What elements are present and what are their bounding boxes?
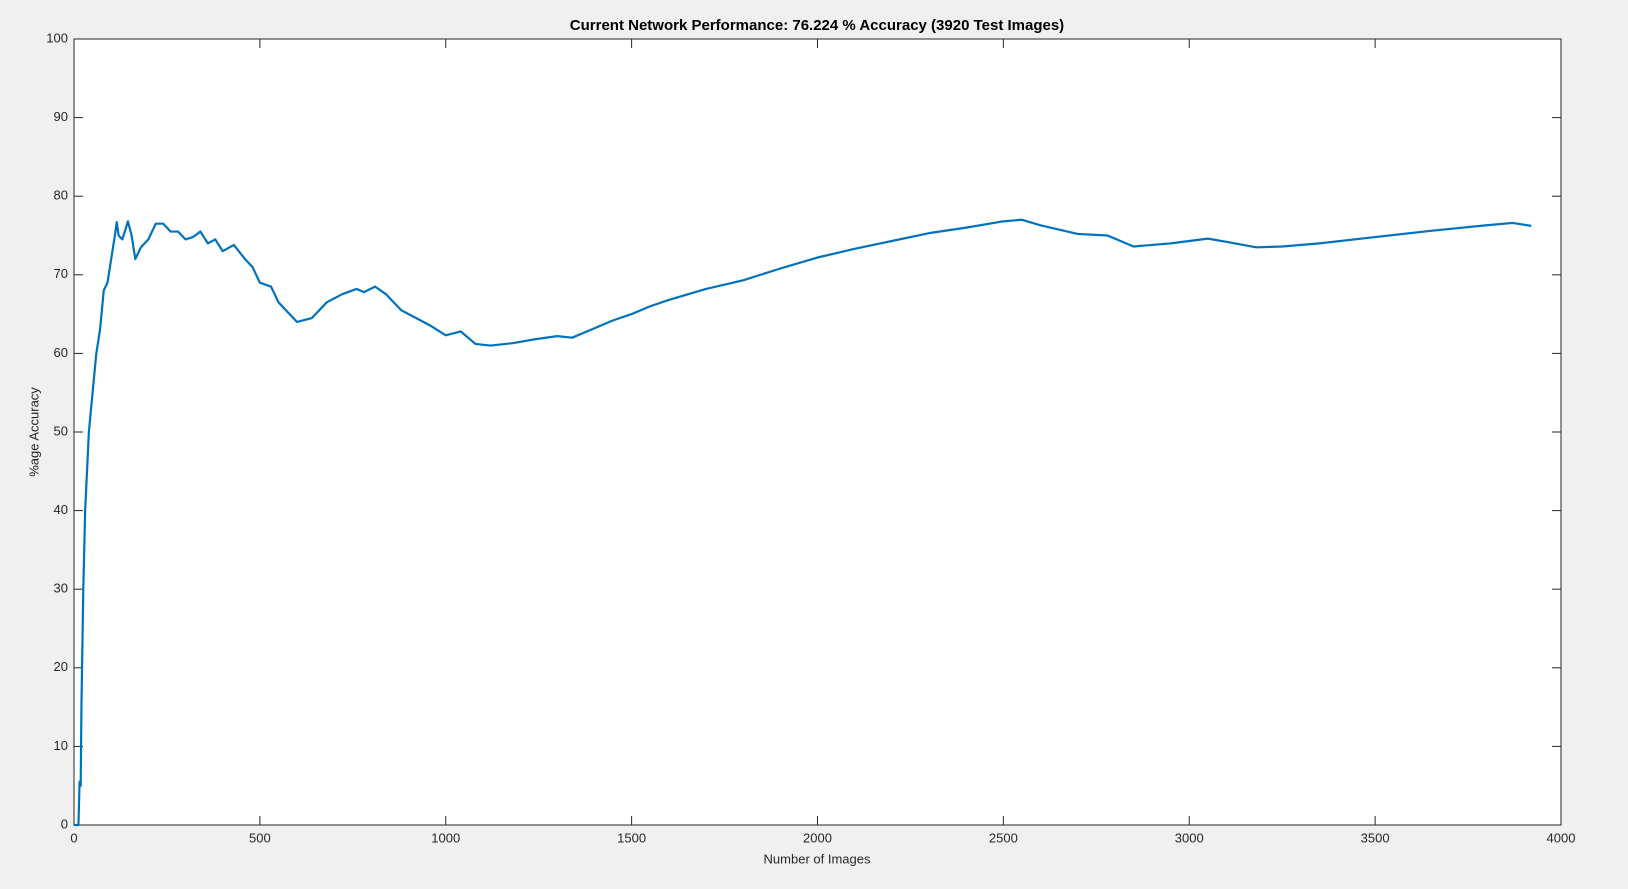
x-tick-label: 4000 (1547, 830, 1576, 845)
y-tick-label: 50 (54, 423, 68, 438)
y-tick-label: 60 (54, 345, 68, 360)
plot-area (73, 38, 1562, 826)
x-tick-label: 1500 (617, 830, 646, 845)
y-tick-label: 40 (54, 502, 68, 517)
x-tick-label: 0 (70, 830, 77, 845)
y-tick-label: 90 (54, 109, 68, 124)
x-tick-label: 2500 (989, 830, 1018, 845)
x-tick-label: 1000 (431, 830, 460, 845)
data-line (74, 218, 1532, 827)
x-tick-label: 3500 (1361, 830, 1390, 845)
x-tick-label: 2000 (803, 830, 832, 845)
y-tick-label: 30 (54, 581, 68, 596)
y-tick-label: 0 (61, 816, 68, 831)
y-tick-label: 10 (54, 738, 68, 753)
x-axis-label: Number of Images (764, 851, 871, 866)
y-tick-label: 80 (54, 188, 68, 203)
y-tick-label: 70 (54, 266, 68, 281)
chart-title: Current Network Performance: 76.224 % Ac… (570, 17, 1064, 34)
x-tick-label: 500 (249, 830, 271, 845)
y-tick-label: 100 (46, 30, 68, 45)
y-tick-label: 20 (54, 659, 68, 674)
y-axis-label: %age Accuracy (26, 387, 41, 477)
x-tick-label: 3000 (1175, 830, 1204, 845)
